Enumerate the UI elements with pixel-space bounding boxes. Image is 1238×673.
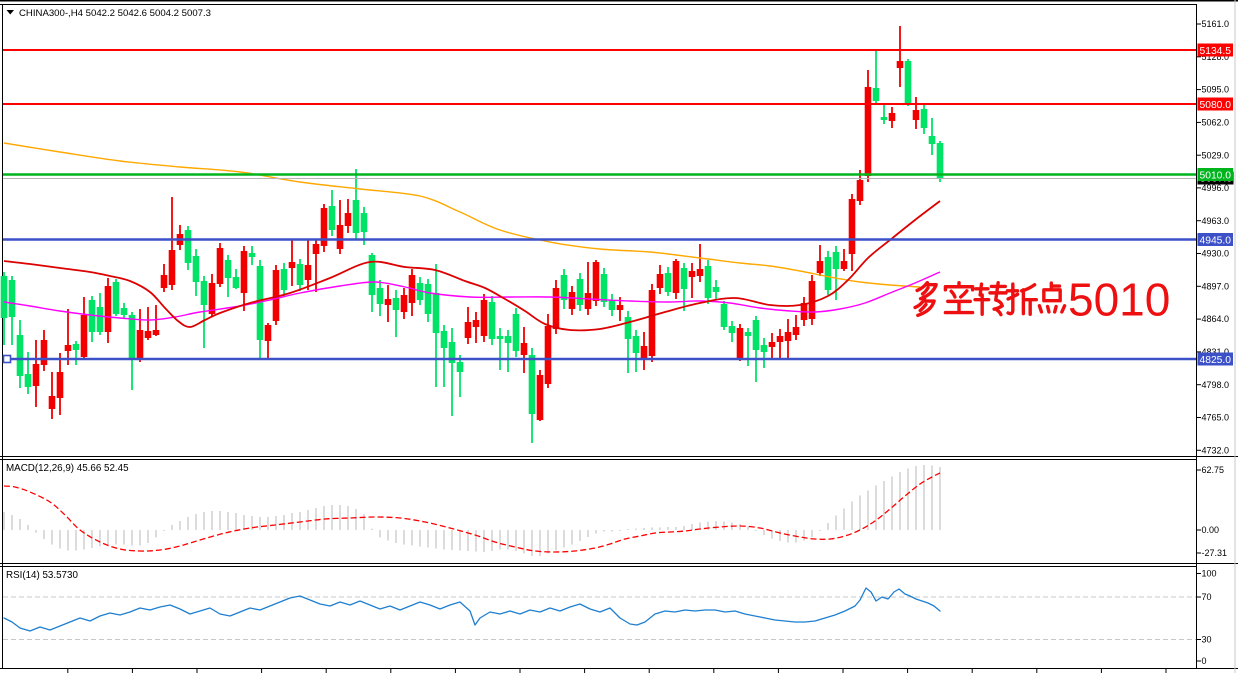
svg-text:30: 30	[1202, 635, 1212, 645]
svg-text:4765.0: 4765.0	[1202, 413, 1230, 423]
svg-text:4825.0: 4825.0	[1200, 355, 1232, 366]
svg-text:70: 70	[1202, 592, 1212, 602]
svg-text:5161.0: 5161.0	[1202, 19, 1230, 29]
svg-text:5080.0: 5080.0	[1200, 100, 1232, 111]
svg-text:5010.0: 5010.0	[1200, 170, 1232, 181]
svg-text:5134.5: 5134.5	[1200, 46, 1232, 57]
svg-text:-27.31: -27.31	[1202, 548, 1228, 558]
svg-text:5010: 5010	[1068, 274, 1170, 326]
svg-text:4732.0: 4732.0	[1202, 445, 1230, 455]
svg-text:5128.0: 5128.0	[1202, 52, 1230, 62]
svg-text:5029.0: 5029.0	[1202, 150, 1230, 160]
svg-text:4897.0: 4897.0	[1202, 281, 1230, 291]
svg-text:4831.0: 4831.0	[1202, 347, 1230, 357]
svg-text:100: 100	[1202, 569, 1217, 579]
svg-text:4996.0: 4996.0	[1202, 183, 1230, 193]
svg-text:4930.0: 4930.0	[1202, 249, 1230, 259]
svg-text:5095.0: 5095.0	[1202, 85, 1230, 95]
svg-text:MACD(12,26,9) 45.66 52.45: MACD(12,26,9) 45.66 52.45	[6, 463, 129, 474]
svg-text:4864.0: 4864.0	[1202, 314, 1230, 324]
svg-text:62.75: 62.75	[1202, 465, 1225, 475]
svg-text:0.00: 0.00	[1202, 525, 1220, 535]
svg-text:4798.0: 4798.0	[1202, 380, 1230, 390]
svg-text:5062.0: 5062.0	[1202, 118, 1230, 128]
svg-text:4963.0: 4963.0	[1202, 216, 1230, 226]
svg-text:0: 0	[1202, 656, 1207, 666]
svg-text:CHINA300-,H4 5042.2 5042.6 50: CHINA300-,H4 5042.2 5042.6 5004.2 5007.3	[19, 8, 211, 19]
svg-text:4945.0: 4945.0	[1200, 235, 1232, 246]
svg-text:RSI(14) 53.5730: RSI(14) 53.5730	[6, 570, 78, 581]
